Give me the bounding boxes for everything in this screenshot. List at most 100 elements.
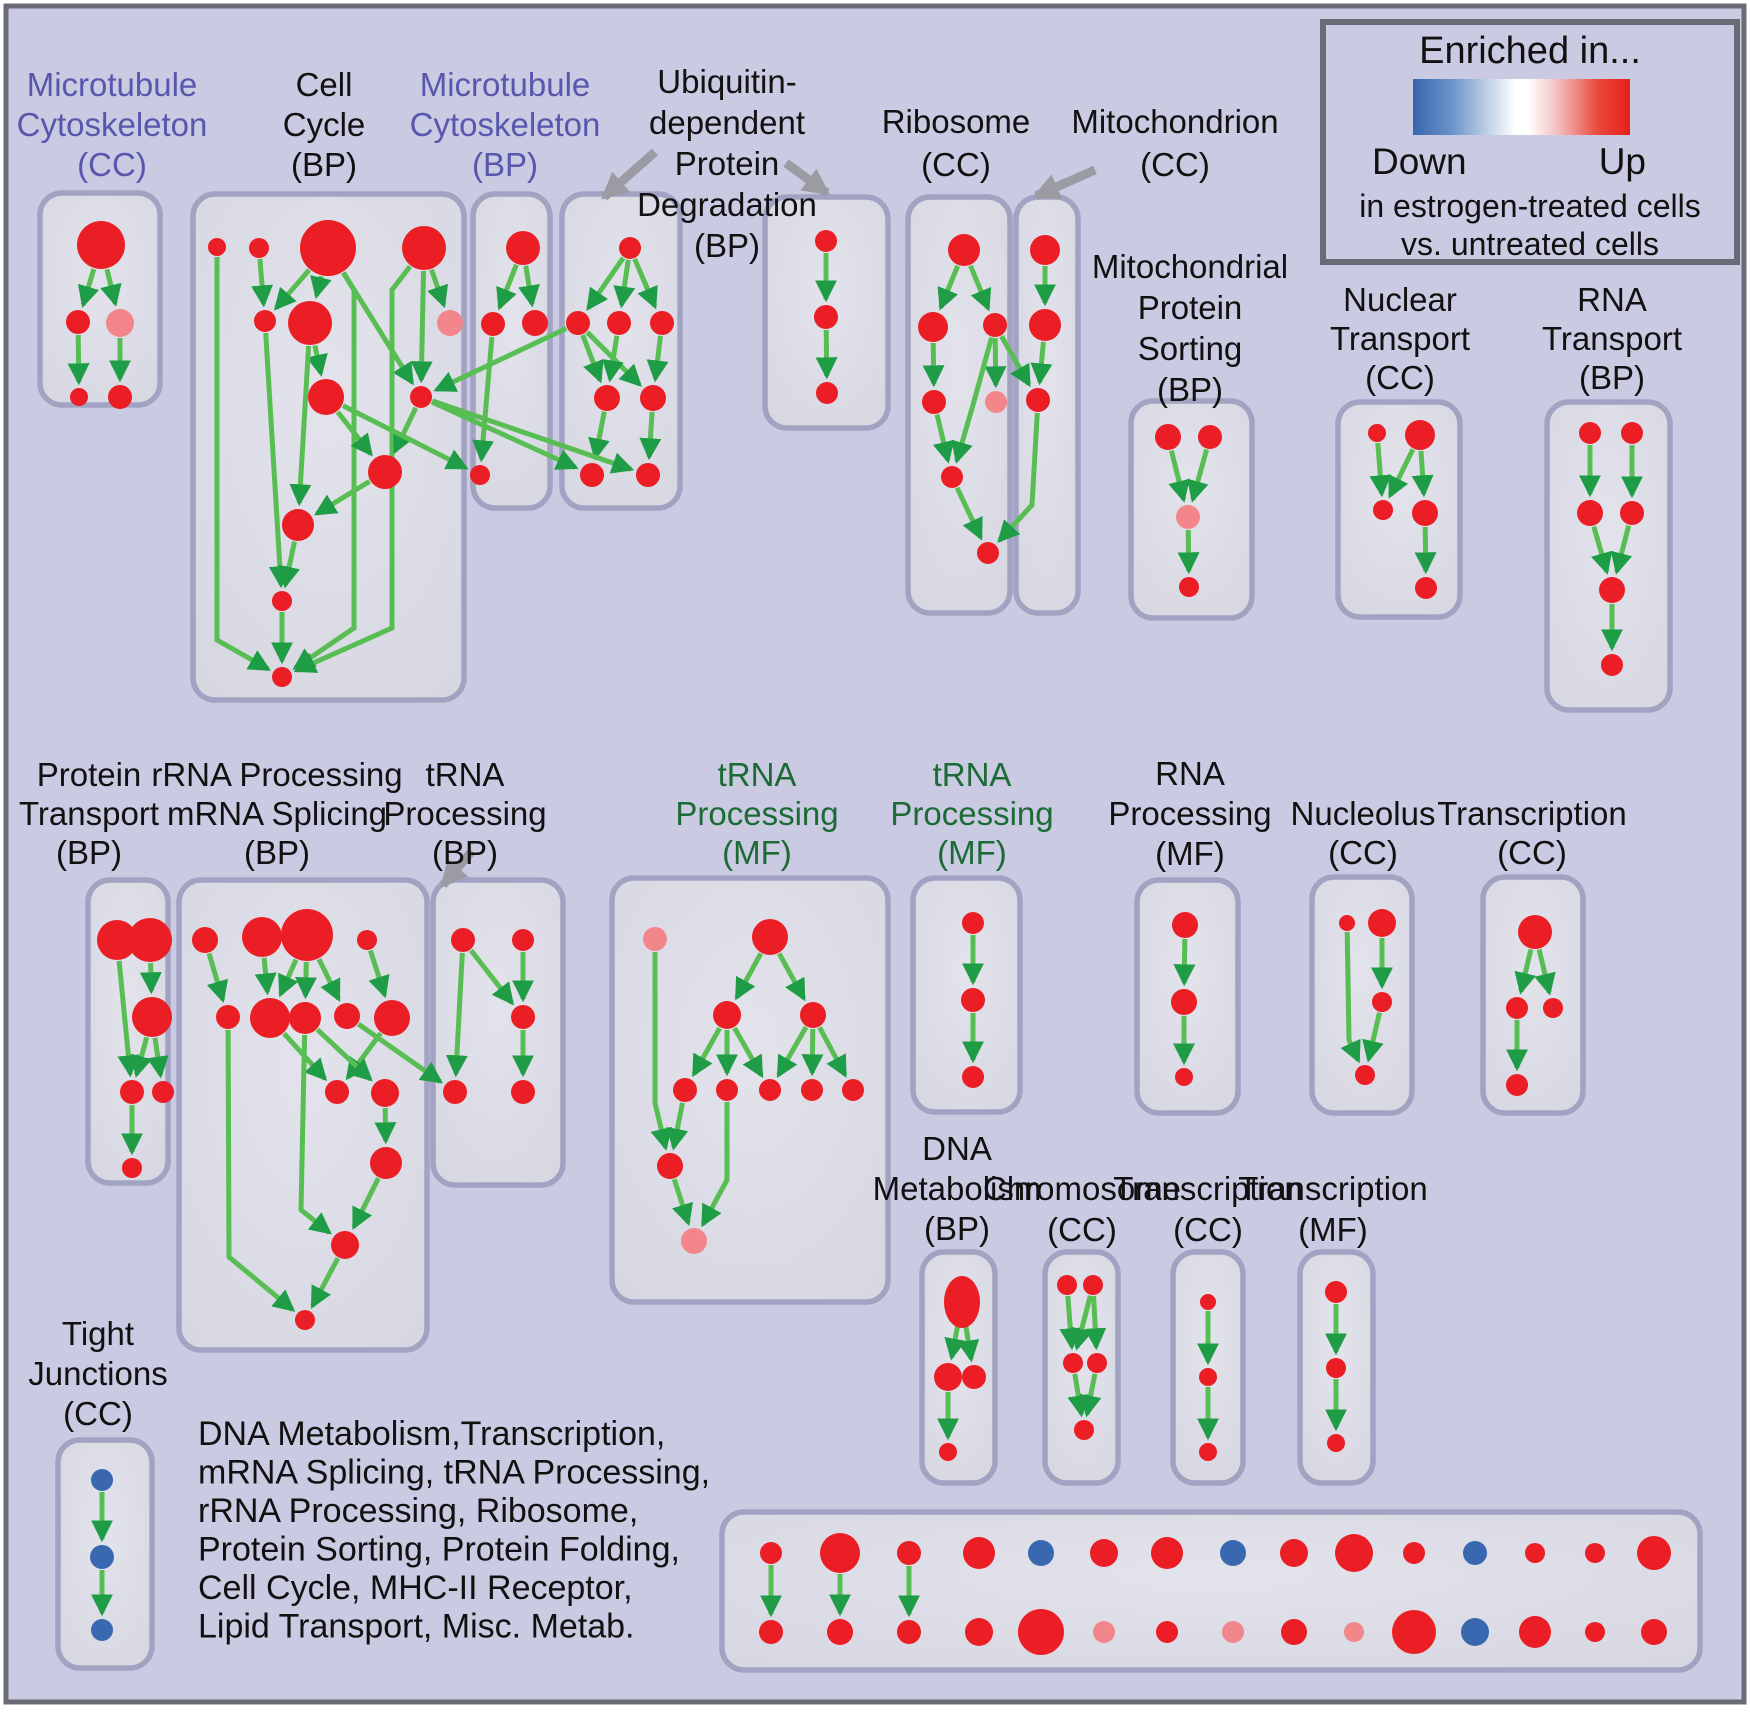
node-mtcc-e [108,385,132,409]
edge-rrna.e-rrna.m [225,1029,296,1312]
node-rnat-m2 [1620,501,1644,525]
node-rrna-h [334,1003,360,1029]
node-mtcc-d [70,388,88,406]
node-misc-t7 [1151,1537,1183,1569]
legend-caption-line2: vs. untreated cells [1401,226,1659,262]
edge-rrna.g-rrna.j2 [315,1027,373,1082]
edge-prot.m-prot.s1 [130,1036,153,1078]
label-trnabp: tRNA Processing (BP) [383,756,546,871]
node-rnat-c [1599,577,1625,603]
node-misc-b3 [897,1620,921,1644]
node-mito-c [1026,388,1050,412]
node-trnamf1-bp [681,1228,707,1254]
edge-rrna.k-rrna.l [351,1177,381,1231]
node-rib-l1 [918,312,948,342]
edge-ub1.m2-ub1.b2 [639,411,662,461]
node-cc-f [288,301,332,345]
node-rrna-c [281,909,333,961]
label-dnam: DNA Metabolism (BP) [873,1130,1042,1247]
node-rnat-m1 [1577,500,1603,526]
node-chrom-m2 [1087,1353,1107,1373]
node-dnam-b [939,1443,957,1461]
edge-mtcc.a-mtcc.c [100,268,122,307]
label-rnat: RNA Transport (BP) [1542,281,1682,396]
node-rnamf-a [1172,912,1198,938]
edge-rib.l1-rib.l2 [922,342,945,388]
node-ub1-t [619,237,641,259]
node-trnabp-l1 [443,1080,467,1104]
edge-ub1.t-ub1.c3 [632,258,658,310]
node-misc-t9 [1280,1539,1308,1567]
node-ub1-c2 [607,311,631,335]
edge-chrom.m2-chrom.b [1079,1373,1102,1418]
edge-cc.i-cc.j [392,406,419,455]
edge-rib.l2-rib.m [932,414,955,464]
edge-trnamf1.t-trnamf1.m2 [777,952,806,1002]
node-mito-b [1029,309,1061,341]
edge-rrna.g-rrna.l [298,1034,332,1235]
node-ub1-c1 [566,311,590,335]
node-ub2-b [814,305,838,329]
edge-rrna.b-rrna.f [254,957,277,996]
label-nuct: Nuclear Transport (CC) [1330,281,1470,396]
edge-trnamf1.pt-trnamf1.low [650,952,672,1151]
node-cc-l [272,591,292,611]
node-trnamf1-l4 [801,1079,823,1101]
edge-mito.c-rib.bot [997,412,1040,543]
edge-trnamf1.m2-trnamf1.l4 [801,1028,824,1077]
node-cc-c [300,220,356,276]
edge-cc.c-cc.f [310,275,332,300]
node-ub1-m1 [594,385,620,411]
node-misc-t12 [1463,1541,1487,1565]
node-prot-t2 [128,918,172,962]
edge-cc.h-cc.j [335,410,373,457]
node-trnabp-t2 [512,929,534,951]
node-rrna-g [289,1002,321,1034]
node-prot-m [132,997,172,1037]
node-dnam-m1 [934,1363,962,1391]
node-trnamf1-l5 [842,1079,864,1101]
edge-chrom.t2-chrom.m1 [1070,1295,1093,1351]
edge-mtbp.t-mtbp.c2 [518,265,540,308]
edge-rrna.l-rrna.m [310,1257,341,1309]
node-trnamf1-pt [643,927,667,951]
node-trnabp-t1 [451,928,475,952]
label-trnamf2: tRNA Processing (MF) [890,756,1053,871]
node-rrna-i2 [374,1000,410,1036]
label-mtbp: Microtubule Cytoskeleton (BP) [410,66,601,183]
legend-title: Enriched in... [1419,30,1641,72]
label-ub: Ubiquitin-dependent Protein Degradation (BP… [637,63,817,264]
node-txcc1-c2 [1543,998,1563,1018]
edge-rrna.c-rrna.g [294,961,317,1000]
edge-nuct.m-nuct.b [1414,526,1437,575]
edge-rnat.m1-rnat.c [1591,525,1613,575]
label-cc: Cell Cycle (BP) [283,66,366,183]
node-ub1-m2 [640,385,666,411]
node-tight-a [91,1469,113,1491]
node-ub1-b2 [636,463,660,487]
cluster-box-ub1 [559,191,683,511]
edge-nucl.s-nucl.b [1340,931,1361,1064]
edge-cc.j-cc.k [313,479,371,516]
node-rib-m [941,466,963,488]
node-misc-b11 [1392,1610,1436,1654]
legend-gradient-bar [1413,79,1630,135]
edge-nuct.t1-nuct.lb [1369,442,1392,498]
node-nuct-t1 [1368,424,1386,442]
node-txcc2-b [1199,1368,1217,1386]
edge-mito.b-mito.c [1030,341,1053,386]
edge-trnamf1.l1-trnamf1.low [666,1102,689,1151]
node-misc-t10 [1335,1534,1373,1572]
edge-rib.hub-rib.p [984,337,1007,389]
edge-rnamf.a-rnamf.b [1173,938,1196,987]
edge-prot.m-prot.s2 [146,1037,169,1079]
annotation-arrow-2-icon [783,159,831,197]
label-rib: Ribosome (CC) [882,103,1031,183]
label-mito: Mitochondrion (CC) [1071,103,1278,183]
node-misc-t13 [1525,1543,1545,1563]
edge-ub1.m1-ub1.b1 [588,411,610,461]
node-misc-b12 [1461,1618,1489,1646]
edge-mtbp.c1-mtbp.b [472,336,495,463]
node-mtcc-a [77,221,125,269]
